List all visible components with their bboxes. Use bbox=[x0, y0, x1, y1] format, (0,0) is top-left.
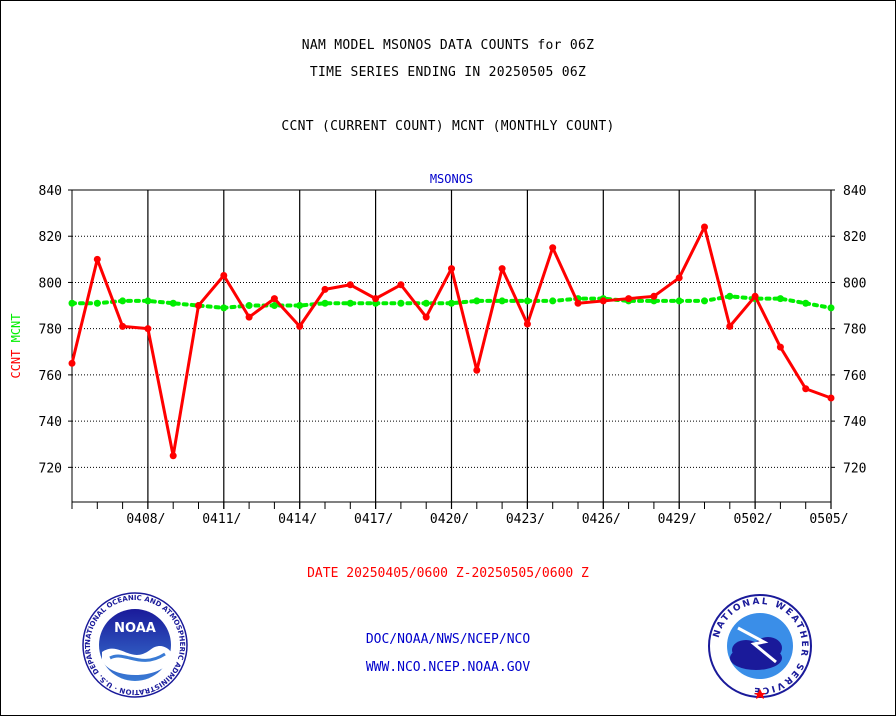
data-point-ccnt bbox=[144, 325, 152, 333]
data-point-mcnt bbox=[296, 302, 304, 310]
data-point-ccnt bbox=[701, 223, 708, 231]
data-point-ccnt bbox=[68, 359, 76, 367]
data-point-ccnt bbox=[321, 285, 329, 293]
y-tick-label-right: 720 bbox=[843, 461, 866, 476]
data-point-mcnt bbox=[321, 299, 329, 307]
data-point-mcnt bbox=[397, 299, 405, 307]
data-point-mcnt bbox=[776, 295, 784, 303]
chart-title-line2: TIME SERIES ENDING IN 20250505 06Z bbox=[309, 65, 587, 80]
time-series-chart: 720 720 740 740 760 760 780 780 800 800 820 820 840 8… bbox=[9, 172, 866, 527]
y-tick-label-right: 820 bbox=[843, 230, 866, 245]
data-point-ccnt bbox=[422, 313, 430, 321]
data-point-mcnt bbox=[220, 304, 228, 312]
data-point-mcnt bbox=[68, 299, 76, 307]
data-point-ccnt bbox=[726, 322, 734, 330]
footer-url[interactable]: WWW.NCO.NCEP.NOAA.GOV bbox=[365, 660, 531, 675]
x-tick-label: 0423/ bbox=[506, 512, 545, 527]
y-tick-label-right: 840 bbox=[843, 184, 866, 199]
data-point-ccnt bbox=[270, 295, 278, 303]
data-point-mcnt bbox=[448, 299, 455, 307]
x-tick-label: 0408/ bbox=[126, 512, 165, 527]
y-tick-label-right: 760 bbox=[843, 369, 866, 384]
data-point-mcnt bbox=[473, 297, 481, 305]
data-point-ccnt bbox=[169, 452, 177, 460]
data-point-mcnt bbox=[726, 292, 734, 300]
y-tick-label-right: 780 bbox=[843, 323, 866, 338]
data-point-ccnt bbox=[296, 322, 304, 330]
x-tick-label: 0420/ bbox=[430, 512, 469, 527]
y-tick-label-left: 740 bbox=[39, 415, 62, 430]
data-point-ccnt bbox=[245, 313, 253, 321]
data-point-mcnt bbox=[245, 302, 253, 310]
data-point-ccnt bbox=[372, 295, 380, 303]
data-point-ccnt bbox=[599, 297, 607, 305]
data-point-ccnt bbox=[549, 244, 557, 252]
footer-org-path: DOC/NOAA/NWS/NCEP/NCO bbox=[365, 632, 531, 647]
y-tick-label-left: 780 bbox=[39, 323, 62, 338]
y-tick-label-right: 800 bbox=[843, 276, 866, 291]
chart-subtitle: CCNT (CURRENT COUNT) MCNT (MONTHLY COUNT… bbox=[281, 119, 615, 134]
data-point-ccnt bbox=[523, 320, 531, 328]
x-tick-label: 0411/ bbox=[202, 512, 241, 527]
data-point-ccnt bbox=[220, 272, 228, 280]
noaa-logo-text: NOAA bbox=[114, 621, 156, 636]
x-tick-label: 0429/ bbox=[658, 512, 697, 527]
x-tick-label: 0417/ bbox=[354, 512, 393, 527]
data-point-ccnt bbox=[776, 343, 784, 351]
data-point-mcnt bbox=[346, 299, 354, 307]
data-point-mcnt bbox=[422, 299, 430, 307]
data-point-ccnt bbox=[93, 255, 101, 263]
data-point-mcnt bbox=[270, 302, 278, 310]
x-tick-label: 0502/ bbox=[734, 512, 773, 527]
x-tick-label: 0414/ bbox=[278, 512, 317, 527]
data-point-mcnt bbox=[144, 297, 152, 305]
x-tick-label: 0426/ bbox=[582, 512, 621, 527]
y-axis-label: CCNT MCNT bbox=[9, 313, 23, 378]
data-point-ccnt bbox=[574, 299, 582, 307]
data-point-ccnt bbox=[498, 265, 506, 273]
data-point-ccnt bbox=[802, 385, 810, 393]
data-point-ccnt bbox=[827, 394, 835, 402]
y-tick-label-left: 760 bbox=[39, 369, 62, 384]
data-point-ccnt bbox=[448, 265, 455, 273]
data-point-ccnt bbox=[119, 322, 127, 330]
data-point-ccnt bbox=[675, 274, 683, 282]
data-point-ccnt bbox=[625, 295, 633, 303]
nws-logo: NATIONAL WEATHER SERVICE bbox=[708, 594, 812, 699]
noaa-logo: NATIONAL OCEANIC AND ATMOSPHERIC ADMINIS… bbox=[80, 590, 188, 698]
chart-title-line1: NAM MODEL MSONOS DATA COUNTS for 06Z bbox=[301, 38, 595, 53]
data-point-ccnt bbox=[751, 292, 759, 300]
data-point-mcnt bbox=[498, 297, 506, 305]
x-tick-label: 0505/ bbox=[809, 512, 848, 527]
data-point-mcnt bbox=[523, 297, 531, 305]
data-point-ccnt bbox=[346, 281, 354, 289]
data-point-mcnt bbox=[802, 299, 810, 307]
data-point-mcnt bbox=[701, 297, 708, 305]
data-point-mcnt bbox=[169, 299, 177, 307]
data-point-ccnt bbox=[195, 302, 202, 310]
y-tick-label-left: 720 bbox=[39, 461, 62, 476]
data-point-ccnt bbox=[650, 292, 658, 300]
data-point-mcnt bbox=[119, 297, 127, 305]
data-point-mcnt bbox=[827, 304, 835, 312]
data-point-mcnt bbox=[549, 297, 557, 305]
y-tick-label-left: 800 bbox=[39, 276, 62, 291]
date-range-label: DATE 20250405/0600 Z-20250505/0600 Z bbox=[307, 566, 589, 581]
data-point-ccnt bbox=[473, 366, 481, 374]
plot-title: MSONOS bbox=[430, 172, 473, 186]
y-tick-label-right: 740 bbox=[843, 415, 866, 430]
data-point-mcnt bbox=[93, 299, 101, 307]
data-point-ccnt bbox=[397, 281, 405, 289]
y-tick-label-left: 820 bbox=[39, 230, 62, 245]
data-point-mcnt bbox=[675, 297, 683, 305]
y-tick-label-left: 840 bbox=[39, 184, 62, 199]
